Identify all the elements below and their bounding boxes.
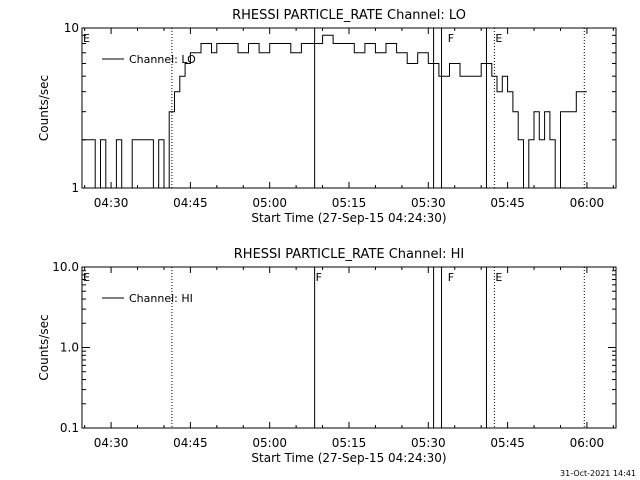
footer-timestamp: 31-Oct-2021 14:41 xyxy=(560,469,636,478)
x-tick-label: 06:00 xyxy=(570,196,605,210)
y-tick-label: 1.0 xyxy=(60,341,79,355)
y-tick-label: 0.1 xyxy=(60,421,79,435)
annotation-label: E xyxy=(495,271,502,284)
y-axis-label: Counts/sec xyxy=(37,75,51,141)
y-tick-label: 10 xyxy=(64,21,79,35)
series-line xyxy=(82,34,587,189)
annotation-label: E xyxy=(83,271,90,284)
x-tick-label: 05:00 xyxy=(252,436,287,450)
annotation-label: E xyxy=(83,32,90,45)
y-axis-label: Counts/sec xyxy=(37,314,51,380)
legend-label: Channel: LO xyxy=(129,53,196,66)
x-tick-label: 04:45 xyxy=(173,436,208,450)
annotation-label: E xyxy=(495,32,502,45)
x-tick-label: 05:45 xyxy=(490,436,525,450)
x-tick-label: 04:45 xyxy=(173,196,208,210)
x-tick-label: 06:00 xyxy=(570,436,605,450)
x-tick-label: 05:00 xyxy=(252,196,287,210)
legend-label: Channel: HI xyxy=(129,292,193,305)
annotation-label: F xyxy=(448,271,454,284)
x-tick-label: 05:30 xyxy=(411,196,446,210)
x-tick-label: 05:30 xyxy=(411,436,446,450)
x-tick-label: 05:15 xyxy=(332,436,367,450)
x-tick-label: 05:45 xyxy=(490,196,525,210)
x-axis-label: Start Time (27-Sep-15 04:24:30) xyxy=(251,211,446,225)
x-tick-label: 04:30 xyxy=(94,196,129,210)
x-axis-label: Start Time (27-Sep-15 04:24:30) xyxy=(251,451,446,465)
plot-frame xyxy=(81,27,617,189)
x-tick-label: 04:30 xyxy=(94,436,129,450)
x-tick-label: 05:15 xyxy=(332,196,367,210)
annotation-label: F xyxy=(316,271,322,284)
y-tick-label: 10.0 xyxy=(52,260,79,274)
annotation-label: F xyxy=(448,32,454,45)
chart-title: RHESSI PARTICLE_RATE Channel: LO xyxy=(232,8,466,23)
chart-title: RHESSI PARTICLE_RATE Channel: HI xyxy=(234,247,464,262)
y-tick-label: 1 xyxy=(71,181,79,195)
